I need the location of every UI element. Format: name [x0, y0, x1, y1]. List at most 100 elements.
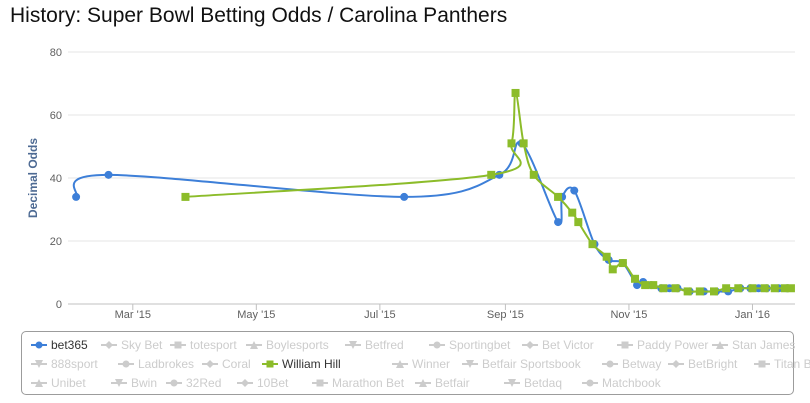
data-point-william-hill [695, 287, 704, 296]
circle-marker-icon [582, 378, 598, 388]
data-point-william-hill [568, 208, 577, 217]
legend-label: bet365 [51, 338, 88, 352]
data-point-william-hill [709, 287, 718, 296]
legend-item-winner[interactable]: Winner [392, 357, 450, 371]
triangle-down-marker-icon [345, 340, 361, 350]
square-marker-icon [262, 359, 278, 369]
data-point-william-hill [734, 284, 743, 293]
x-tick-label: Jul '15 [364, 309, 395, 321]
legend-item-sky-bet[interactable]: Sky Bet [101, 338, 162, 352]
legend-item-betdaq[interactable]: Betdaq [504, 376, 562, 390]
data-point-william-hill [671, 284, 680, 293]
legend-item-paddy-power[interactable]: Paddy Power [617, 338, 708, 352]
data-point-william-hill [608, 265, 617, 274]
data-point-william-hill [770, 284, 779, 293]
triangle-down-marker-icon [504, 378, 520, 388]
legend-label: Betway [622, 357, 662, 371]
series-line-bet365 [72, 141, 787, 293]
data-point-william-hill [574, 218, 583, 227]
triangle-marker-icon [712, 340, 728, 350]
diamond-marker-icon [101, 340, 117, 350]
data-point-william-hill [683, 287, 692, 296]
diamond-marker-icon [522, 340, 538, 350]
legend-item-betbright[interactable]: BetBright [668, 357, 737, 371]
legend-item-betfair[interactable]: Betfair [415, 376, 470, 390]
legend-item-boylesports[interactable]: Boylesports [246, 338, 329, 352]
legend-label: Betfair Sportsbook [482, 357, 581, 371]
legend-item-titan-bet[interactable]: Titan Bet [754, 357, 810, 371]
legend-label: Betdaq [524, 376, 563, 390]
circle-marker-icon [31, 340, 47, 350]
legend-item-william-hill[interactable]: William Hill [262, 357, 341, 371]
data-point-william-hill [554, 192, 563, 201]
y-axis-label: Decimal Odds [26, 138, 40, 218]
square-marker-icon [170, 340, 186, 350]
legend-label: Marathon Bet [332, 376, 405, 390]
x-tick-label: Sep '15 [487, 309, 524, 321]
legend-item-ladbrokes[interactable]: Ladbrokes [118, 357, 194, 371]
legend-item-unibet[interactable]: Unibet [31, 376, 86, 390]
y-tick-label: 40 [50, 173, 62, 185]
square-marker-icon [617, 340, 633, 350]
legend-label: Stan James [732, 338, 796, 352]
data-point-bet365 [570, 186, 579, 195]
legend-item-betfair-sportsbook[interactable]: Betfair Sportsbook [462, 357, 581, 371]
data-point-bet365 [400, 192, 409, 201]
legend-label: 888sport [51, 357, 98, 371]
legend-item-sportingbet[interactable]: Sportingbet [429, 338, 510, 352]
data-point-william-hill [529, 170, 538, 179]
series-line-william-hill [185, 91, 791, 293]
legend-item-betfred[interactable]: Betfred [345, 338, 404, 352]
x-tick-label: Nov '15 [610, 309, 647, 321]
triangle-down-marker-icon [462, 359, 478, 369]
legend-label: Bwin [131, 376, 158, 390]
data-point-william-hill [507, 139, 516, 148]
legend-item-32red[interactable]: 32Red [166, 376, 221, 390]
legend-label: totesport [190, 338, 237, 352]
legend-label: Betfred [365, 338, 404, 352]
y-tick-label: 60 [50, 110, 62, 122]
data-point-william-hill [519, 139, 528, 148]
square-marker-icon [312, 378, 328, 388]
legend-item-matchbook[interactable]: Matchbook [582, 376, 661, 390]
legend-label: Sportingbet [449, 338, 511, 352]
legend-item-bet365[interactable]: bet365 [31, 338, 88, 352]
data-point-william-hill [631, 274, 640, 283]
legend-item-coral[interactable]: Coral [202, 357, 251, 371]
data-point-william-hill [618, 259, 627, 268]
legend-label: BetBright [688, 357, 738, 371]
triangle-marker-icon [415, 378, 431, 388]
data-point-william-hill [722, 284, 731, 293]
legend: bet365 Sky Bet totesport Boylesports Betfred… [21, 331, 810, 395]
legend-label: Sky Bet [121, 338, 163, 352]
legend-label: Matchbook [602, 376, 661, 390]
data-point-william-hill [649, 281, 658, 290]
legend-label: Ladbrokes [138, 357, 195, 371]
legend-item-totesport[interactable]: totesport [170, 338, 237, 352]
data-point-william-hill [659, 284, 668, 293]
data-point-william-hill [511, 88, 520, 97]
legend-item-marathon-bet[interactable]: Marathon Bet [312, 376, 404, 390]
data-point-bet365 [104, 170, 113, 179]
legend-label: Bet Victor [542, 338, 594, 352]
data-point-william-hill [588, 240, 597, 249]
y-tick-label: 80 [50, 47, 62, 59]
legend-item-bwin[interactable]: Bwin [111, 376, 157, 390]
legend-item-stan-james[interactable]: Stan James [712, 338, 795, 352]
data-point-william-hill [602, 252, 611, 261]
circle-marker-icon [602, 359, 618, 369]
legend-item-betway[interactable]: Betway [602, 357, 661, 371]
diamond-marker-icon [202, 359, 218, 369]
data-point-william-hill [786, 284, 795, 293]
triangle-marker-icon [392, 359, 408, 369]
diamond-marker-icon [237, 378, 253, 388]
legend-item-888sport[interactable]: 888sport [31, 357, 98, 371]
data-point-william-hill [181, 192, 190, 201]
y-tick-label: 20 [50, 236, 62, 248]
axis-layer: 0 20 40 60 80 Mar '15 May '15 Jul '15 Sep '15 Nov… [50, 47, 770, 321]
legend-label: 32Red [186, 376, 222, 390]
legend-item-bet-victor[interactable]: Bet Victor [522, 338, 594, 352]
legend-label: Boylesports [266, 338, 329, 352]
legend-item-10bet[interactable]: 10Bet [237, 376, 288, 390]
legend-label: William Hill [282, 357, 341, 371]
